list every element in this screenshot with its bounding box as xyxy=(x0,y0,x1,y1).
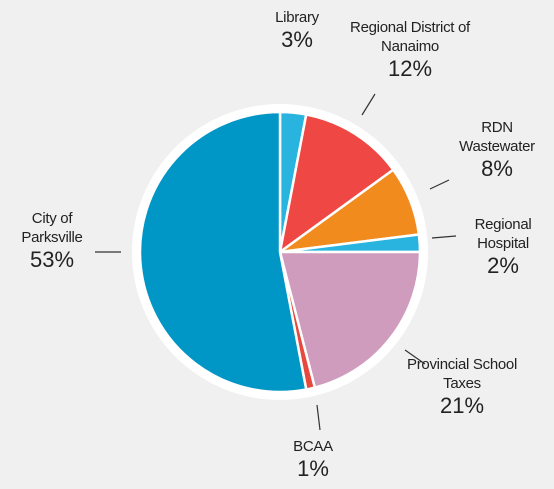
leader-line xyxy=(361,93,376,116)
slice-label: RDN Wastewater 8% xyxy=(447,118,547,182)
category-label: BCAA xyxy=(293,438,333,455)
slice-label: Provincial School Taxes 21% xyxy=(402,355,522,419)
category-label: Library xyxy=(275,9,319,26)
value-label: 12% xyxy=(387,56,433,81)
slice-label: BCAA 1% xyxy=(283,437,343,482)
category-label: RDN Wastewater xyxy=(459,119,535,155)
pie-slice xyxy=(138,110,308,394)
category-label: Regional District of Nanaimo xyxy=(350,19,470,55)
slice-label: Regional District of Nanaimo 12% xyxy=(340,18,480,82)
category-label: City of Parksville xyxy=(21,210,83,246)
value-label: 21% xyxy=(439,393,485,418)
value-label: 53% xyxy=(29,247,75,272)
slice-label: City of Parksville 53% xyxy=(2,209,102,273)
value-label: 2% xyxy=(487,253,519,278)
category-label: Provincial School Taxes xyxy=(407,356,517,392)
leader-line xyxy=(431,235,457,239)
slice-label: Library 3% xyxy=(257,8,337,53)
slices xyxy=(138,110,422,394)
leader-line xyxy=(316,404,321,431)
slice-label: Regional Hospital 2% xyxy=(458,215,548,279)
value-label: 1% xyxy=(297,456,329,481)
leader-line xyxy=(404,349,426,365)
leader-line xyxy=(429,179,450,190)
pie-slice xyxy=(278,113,395,254)
category-label: Regional Hospital xyxy=(474,216,532,252)
pie-slice xyxy=(278,250,422,389)
value-label: 3% xyxy=(281,27,313,52)
value-label: 8% xyxy=(481,156,513,181)
